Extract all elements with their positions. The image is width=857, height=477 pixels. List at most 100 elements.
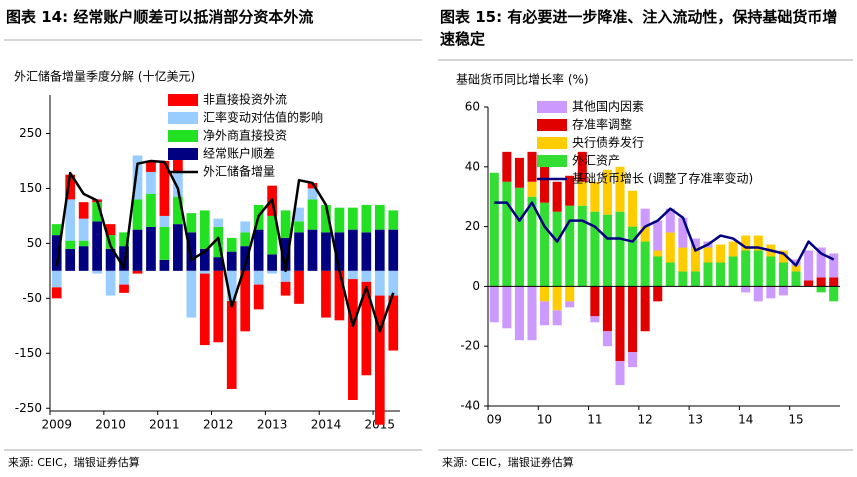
bar	[791, 271, 801, 287]
bar	[816, 286, 826, 293]
bar	[741, 250, 751, 287]
bar	[280, 237, 291, 271]
bar	[766, 256, 776, 287]
bar	[590, 181, 600, 212]
bar	[628, 286, 638, 353]
bar	[778, 250, 788, 263]
bar	[753, 250, 763, 287]
y-tick-label: -150	[15, 346, 42, 360]
bar	[791, 265, 801, 272]
bar	[78, 240, 89, 247]
bar	[703, 262, 713, 287]
legend-label: 其他国内因素	[572, 100, 644, 114]
bar	[502, 181, 512, 287]
bar	[665, 232, 675, 263]
bar	[640, 226, 650, 242]
legend-swatch	[537, 119, 567, 131]
legend-swatch	[537, 137, 567, 149]
bar	[240, 221, 251, 233]
bar	[741, 235, 751, 251]
bar	[628, 352, 638, 368]
bar	[78, 202, 89, 219]
x-tick-label: 2009	[41, 418, 72, 432]
bar	[226, 270, 237, 302]
bar	[489, 172, 499, 287]
bar	[753, 235, 763, 251]
bar	[540, 301, 550, 326]
bar	[307, 182, 318, 189]
bar	[105, 224, 116, 236]
bar	[640, 241, 650, 287]
bar	[577, 151, 587, 182]
bar	[502, 151, 512, 182]
y-tick-label: 20	[465, 219, 480, 233]
bar	[829, 253, 839, 278]
bar	[527, 196, 537, 287]
bar	[552, 211, 562, 287]
subtitle: 基础货币同比增长率 (%)	[456, 72, 589, 87]
bar	[240, 232, 251, 247]
y-tick-label: -50	[22, 291, 42, 305]
legend-label: 央行债券发行	[572, 135, 644, 150]
y-tick-label: 60	[465, 100, 480, 114]
bar	[690, 271, 700, 287]
bar	[280, 270, 291, 282]
bar	[552, 181, 562, 212]
bar	[374, 204, 385, 230]
legend-label: 基础货币增长 (调整了存准率变动)	[572, 171, 753, 186]
bar	[653, 256, 663, 287]
x-tick-label: 12	[638, 413, 653, 427]
legend-swatch	[537, 101, 567, 113]
bar	[816, 277, 826, 287]
bar	[640, 286, 650, 332]
bar	[65, 240, 76, 249]
bar	[334, 232, 345, 271]
bar	[590, 316, 600, 323]
legend-swatch	[168, 112, 198, 124]
bar	[240, 270, 251, 332]
bar	[159, 226, 170, 260]
bar	[65, 199, 76, 241]
bar	[321, 270, 331, 318]
bar	[791, 259, 801, 266]
bar	[577, 205, 587, 287]
bar	[226, 237, 237, 252]
bar	[640, 208, 650, 227]
bar	[602, 331, 612, 347]
bar	[132, 199, 143, 230]
bar	[267, 270, 277, 274]
bar	[307, 188, 318, 200]
y-tick-label: 40	[465, 159, 480, 173]
bar	[361, 232, 372, 271]
bar	[361, 204, 372, 233]
subtitle: 外汇储备增量季度分解 (十亿美元)	[14, 69, 195, 84]
y-tick-label: -40	[460, 399, 480, 413]
bar	[132, 155, 143, 200]
bar	[565, 205, 575, 287]
legend-label: 外汇储备增量	[203, 164, 275, 179]
bar	[628, 226, 638, 287]
line	[494, 201, 835, 267]
x-tick-label: 2010	[95, 418, 126, 432]
x-tick-label: 2014	[311, 418, 342, 432]
bar	[280, 210, 291, 238]
bar	[173, 196, 183, 225]
bar	[615, 361, 625, 386]
bar	[678, 247, 688, 272]
bar	[527, 151, 537, 182]
bar	[540, 202, 550, 287]
bar	[253, 284, 264, 310]
bar	[653, 286, 663, 302]
source: 来源: CEIC，瑞银证券估算	[442, 455, 574, 469]
bar	[146, 226, 156, 271]
bar	[388, 295, 399, 351]
bar	[728, 241, 738, 257]
bar	[753, 286, 763, 302]
bar	[565, 301, 575, 308]
bar	[678, 217, 688, 248]
bar	[590, 286, 600, 317]
legend-swatch	[168, 148, 198, 160]
x-tick-label: 2011	[149, 418, 180, 432]
bar	[294, 207, 304, 222]
bar	[690, 247, 700, 272]
